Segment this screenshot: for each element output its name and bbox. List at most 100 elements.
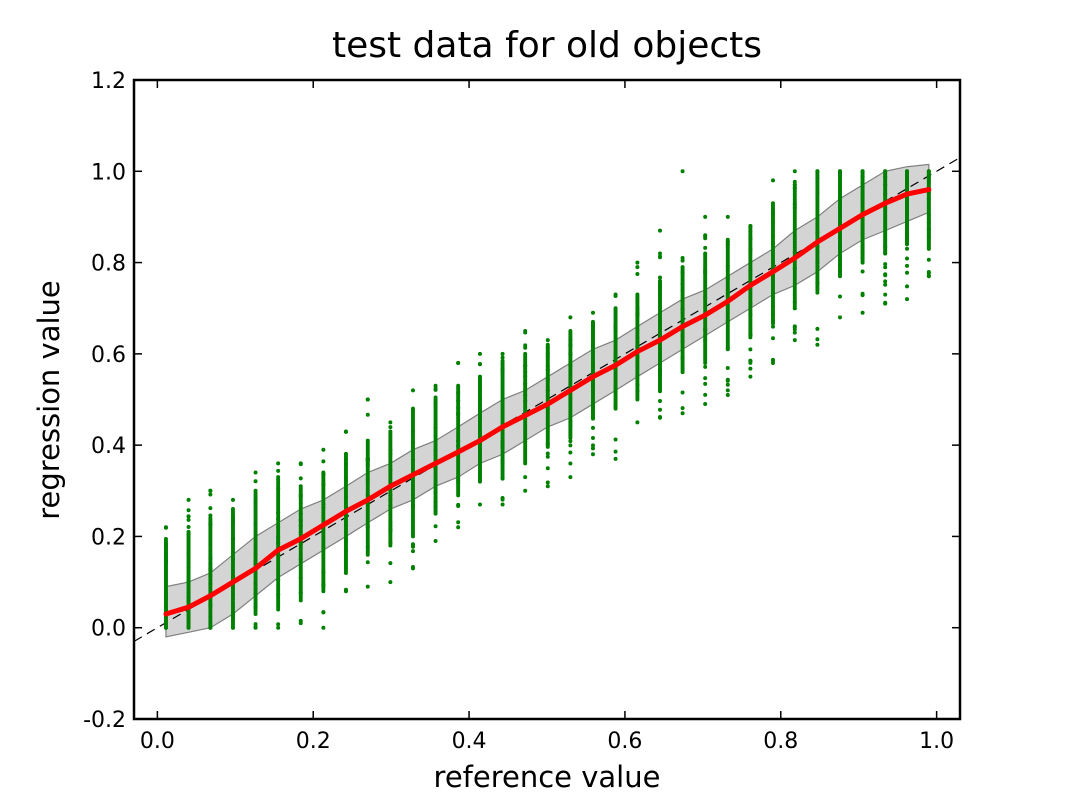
data-point [590,310,595,315]
data-point [792,324,797,329]
scatter-column [883,169,888,306]
axis-ticks: 0.0 0.2 0.4 0.6 0.8 1.0 -0.2 0.0 0.2 0.4 0.6 0.8 1.0… [83,69,960,754]
plot-frame [132,78,962,721]
data-point [883,174,888,179]
data-point [523,329,528,334]
data-point [680,270,685,275]
x-tick-label: 0.6 [607,729,642,754]
scatter-column [680,256,685,416]
data-point [680,307,685,311]
data-point [186,497,191,502]
data-point [433,387,438,392]
data-point [456,383,461,388]
data-point [703,337,708,342]
data-point [883,265,888,270]
data-point [500,461,505,466]
data-point [748,236,753,241]
data-point [163,562,168,567]
data-point [545,444,550,449]
data-point [613,329,618,334]
data-point [635,388,640,393]
data-point [545,364,550,369]
data-point [276,577,281,582]
scatter-column [926,169,931,279]
data-point [343,457,348,462]
scatter-column [186,497,191,630]
data-point [703,270,708,275]
data-point [657,278,662,283]
data-point [433,401,438,406]
data-point [253,488,258,493]
data-point [253,560,258,565]
data-point [657,228,662,233]
data-point [703,327,708,332]
data-point [545,351,550,356]
data-point [433,483,438,488]
data-point [163,537,168,542]
data-point [321,583,326,588]
data-point [635,382,640,387]
data-point [680,169,685,174]
data-point [926,213,931,218]
data-point [276,540,281,545]
data-point [657,319,662,324]
data-point [748,224,753,229]
data-point [163,595,168,600]
data-point [477,374,482,379]
data-point [838,195,842,200]
data-point [545,377,550,382]
data-point [321,570,326,575]
data-point [568,420,573,424]
data-point [905,236,910,241]
data-point [680,299,685,304]
scatter-column [770,178,775,365]
data-point [748,268,753,273]
data-point [703,245,708,250]
data-point [613,325,618,330]
data-point [477,362,482,367]
data-point [253,582,258,587]
data-point [365,478,370,483]
data-point [365,524,370,529]
data-point [230,557,235,562]
data-point [388,420,393,425]
data-point [568,343,573,348]
data-point [838,244,842,249]
data-point [748,358,753,363]
data-point [703,381,708,386]
data-point [545,388,550,393]
scatter-column [253,470,258,630]
data-point [523,343,528,348]
data-point [388,503,393,508]
data-point [635,265,640,270]
data-point [208,556,213,561]
data-point [815,326,820,331]
data-point [523,369,528,374]
data-point [456,444,461,449]
data-point [770,241,775,246]
data-point [545,480,550,485]
data-point [321,472,326,477]
data-point [883,169,888,174]
data-point [208,582,213,587]
data-point [926,196,931,201]
data-point [230,507,235,512]
data-point [926,274,931,279]
data-point [926,269,931,274]
data-point [613,292,618,297]
scatter-column [388,420,393,585]
scatter-column [230,497,235,630]
data-point [298,530,303,535]
data-point [860,255,865,260]
data-point [500,497,505,502]
data-point [321,545,326,550]
data-point [860,226,865,231]
data-point [276,468,281,473]
data-point [500,367,505,372]
data-point [725,287,730,292]
data-point [657,389,662,394]
data-point [208,574,213,579]
data-point [792,266,797,271]
data-point [792,327,797,332]
data-point [680,265,685,270]
